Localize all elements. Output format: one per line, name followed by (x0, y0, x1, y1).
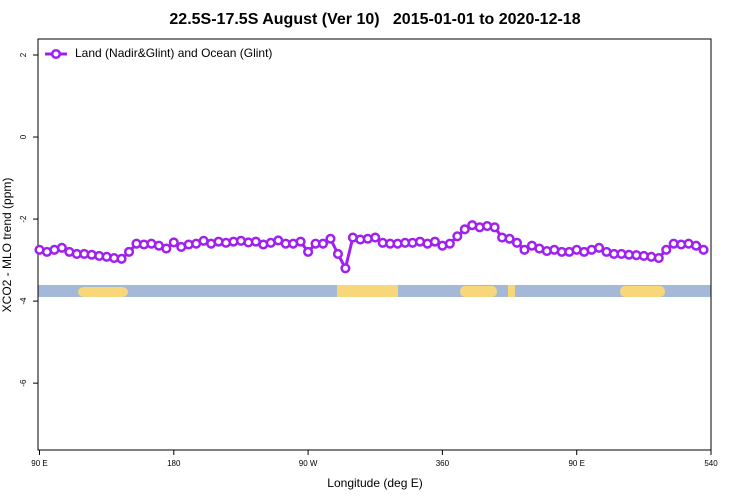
point (504, 233, 515, 244)
land-band (460, 286, 497, 297)
land-band (508, 285, 515, 297)
y-tick-label: -4 (19, 297, 28, 305)
x-tick-label: 90 W (299, 459, 318, 468)
point (691, 240, 702, 251)
point (340, 263, 351, 274)
x-tick-label: 180 (167, 459, 181, 468)
point (489, 222, 500, 233)
x-axis-label: Longitude (deg E) (327, 476, 422, 490)
point (317, 238, 329, 249)
point (325, 233, 336, 244)
legend-marker (50, 48, 62, 60)
point (653, 252, 664, 264)
point (116, 253, 127, 264)
point (295, 236, 306, 247)
x-tick-label: 360 (436, 459, 450, 468)
point (698, 244, 709, 255)
land-band (337, 285, 398, 297)
y-tick-label: 0 (19, 134, 28, 139)
point (56, 242, 67, 253)
point (123, 246, 135, 257)
surface-band (38, 285, 711, 297)
x-tick-label: 540 (704, 459, 718, 468)
x-tick-label: 90 E (31, 459, 47, 468)
plot-frame (37, 38, 712, 451)
point (594, 242, 605, 253)
point (370, 232, 381, 243)
point (452, 231, 463, 242)
y-tick-label: 2 (19, 52, 28, 57)
y-tick-label: -2 (19, 215, 28, 223)
point (168, 237, 179, 248)
point (332, 248, 343, 259)
point (303, 246, 314, 257)
y-tick-label: -6 (19, 379, 28, 387)
y-axis-label: XCO2 - MLO trend (ppm) (0, 178, 14, 313)
point (161, 243, 172, 254)
x-tick-label: 90 E (568, 459, 584, 468)
land-band (78, 287, 128, 297)
point (511, 237, 523, 248)
point (519, 244, 530, 255)
point (444, 238, 455, 249)
point (459, 224, 470, 235)
chart-title: 22.5S-17.5S August (Ver 10) 2015-01-01 t… (169, 11, 580, 28)
point (429, 236, 440, 247)
legend-label: Land (Nadir&Glint) and Ocean (Glint) (75, 46, 272, 60)
land-band (620, 286, 665, 297)
point (661, 244, 672, 255)
